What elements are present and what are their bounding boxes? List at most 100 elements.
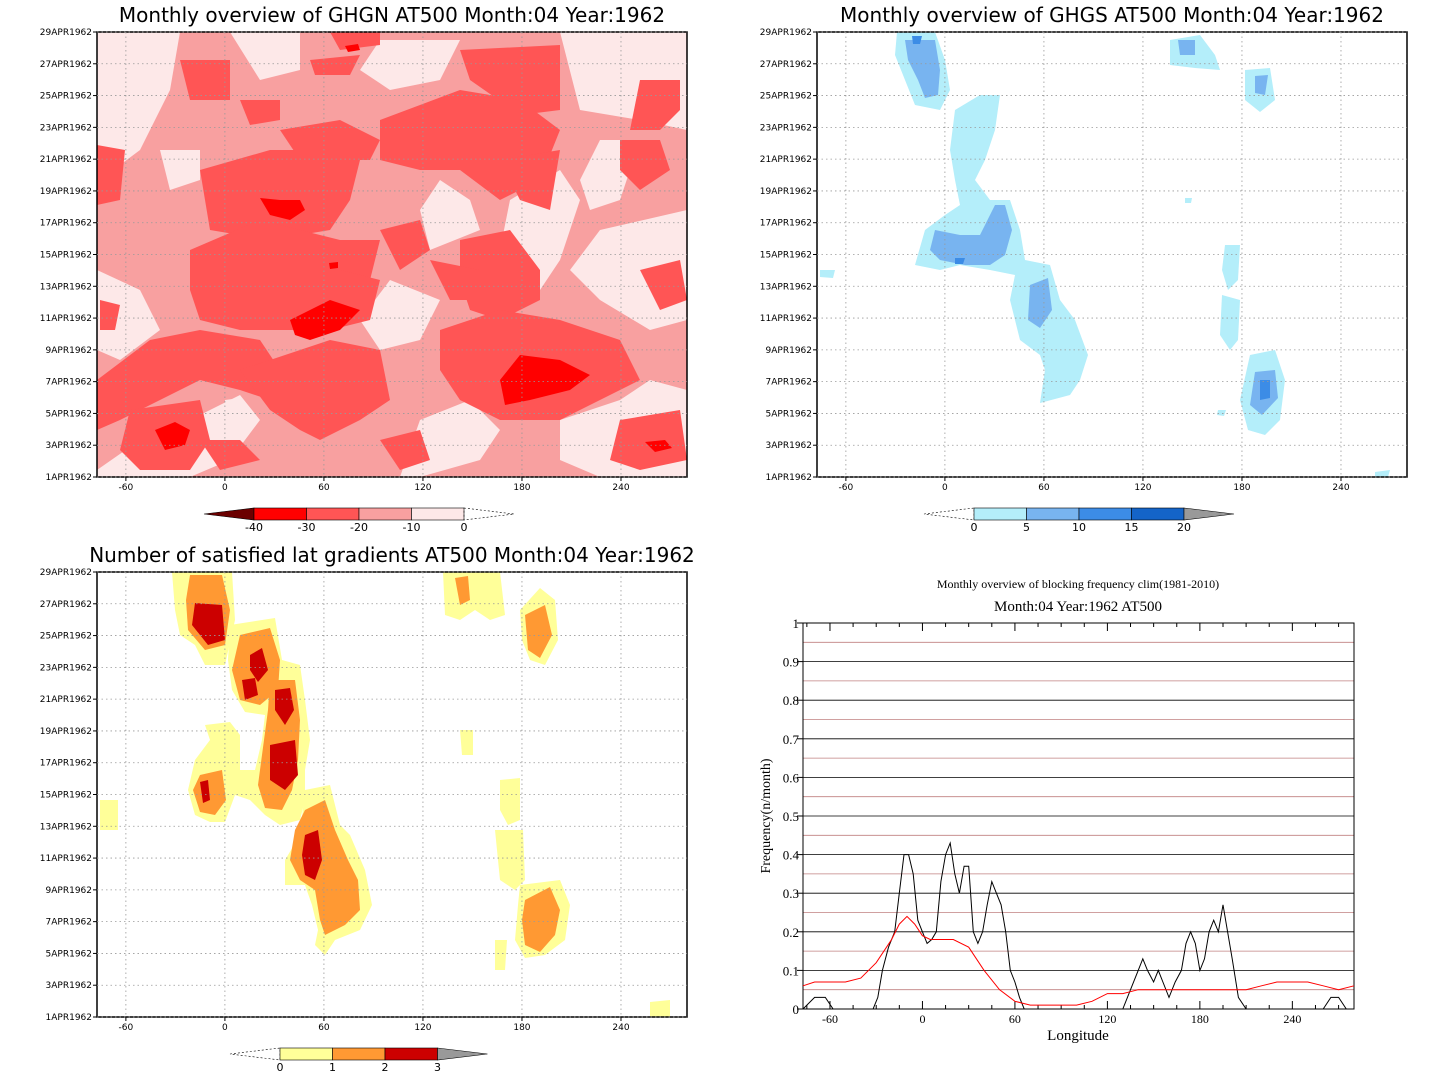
lat-colorbar-label: 3 (434, 1061, 441, 1074)
ghgs-field (817, 32, 1407, 477)
ghgn-x-tick-label: 0 (222, 483, 228, 493)
ghgn-colorbar-label: -20 (350, 521, 368, 534)
ghgn-x-tick-label: 120 (414, 483, 431, 493)
ghgn-y-tick-label: 13APR1962 (40, 282, 92, 292)
ghgn-y-tick-label: 19APR1962 (40, 187, 92, 197)
ghgs-y-tick-label: 1APR1962 (766, 473, 812, 483)
lat-y-tick-label: 25APR1962 (40, 632, 92, 642)
ghgn-colorbar-high-extend (463, 507, 515, 521)
lat-y-tick-label: 3APR1962 (46, 981, 92, 991)
ghgn-colorbar: -40 -30 -20 -10 0 (203, 507, 515, 534)
ghgn-colorbar-swatch (253, 507, 307, 521)
lat-x-tick-label: -60 (119, 1023, 134, 1033)
lat-y-tick-label: 21APR1962 (40, 695, 92, 705)
lat-x-tick-label: 60 (318, 1023, 330, 1033)
ghgs-colorbar-swatch (1078, 507, 1132, 521)
freq-series-line-black (802, 841, 1354, 1010)
ghgs-colorbar-label: 10 (1072, 521, 1086, 534)
ghgs-y-tick-label: 27APR1962 (760, 60, 812, 70)
freq-y-tick-label: 0.9 (783, 655, 799, 670)
lat-y-tick-label: 5APR1962 (46, 949, 92, 959)
freq-x-tick-label: 0 (919, 1012, 925, 1026)
ghgs-colorbar-low-extend (923, 507, 975, 521)
ghgs-x-tick-label: 0 (942, 483, 948, 493)
lat-y-tick-label: 11APR1962 (40, 854, 92, 864)
lat-x-axis: -60 0 60 120 180 240 (119, 1017, 630, 1033)
freq-axes: 0 0.1 0.2 0.3 0.4 0.5 0.6 0.7 0.8 0.9 1 -60 0 60 120 18… (783, 616, 1340, 1026)
ghgn-colorbar-swatch (306, 507, 360, 521)
ghgn-colorbar-swatch (358, 507, 412, 521)
freq-ylabel: Frequency(n/month) (759, 758, 774, 873)
lat-x-tick-label: 180 (513, 1023, 530, 1033)
ghgn-colorbar-label: -30 (298, 521, 316, 534)
ghgs-x-tick-label: 60 (1038, 483, 1050, 493)
ghgn-gridlines (97, 31, 687, 478)
ghgs-colorbar-swatch (973, 507, 1027, 521)
freq-y-tick-label: 0.8 (783, 693, 799, 708)
ghgn-x-tick-label: 240 (612, 483, 629, 493)
ghgn-colorbar-label: -40 (245, 521, 263, 534)
ghgn-y-tick-label: 1APR1962 (46, 473, 92, 483)
ghgn-x-axis: -60 0 60 120 180 240 (119, 477, 630, 493)
ghgn-x-tick-label: 180 (513, 483, 530, 493)
ghgn-field (97, 32, 687, 477)
lat-y-tick-label: 19APR1962 (40, 727, 92, 737)
lat-y-tick-label: 9APR1962 (46, 886, 92, 896)
freq-y-tick-label: 0.3 (783, 886, 799, 901)
freq-series-line-red (802, 915, 1355, 1006)
lat-colorbar-swatch (384, 1047, 438, 1061)
ghgs-x-tick-label: -60 (839, 483, 854, 493)
freq-y-tick-label: 0.7 (783, 732, 800, 747)
ghgs-colorbar-label: 20 (1177, 521, 1191, 534)
lat-y-tick-label: 29APR1962 (40, 568, 92, 578)
ghgn-colorbar-swatch (411, 507, 465, 521)
lat-x-tick-label: 0 (222, 1023, 228, 1033)
ghgs-y-tick-label: 29APR1962 (760, 28, 812, 38)
lat-colorbar-label: 0 (277, 1061, 284, 1074)
lat-colorbar-label: 1 (329, 1061, 336, 1074)
lat-colorbar-swatch (279, 1047, 333, 1061)
ghgs-colorbar-high-extend (1183, 507, 1235, 521)
freq-x-tick-label: 120 (1098, 1012, 1116, 1026)
freq-y-tick-label: 1 (793, 616, 800, 631)
panel-lat-gradients: Number of satisfied lat gradients AT500 … (40, 543, 695, 1074)
ghgn-x-tick-label: -60 (119, 483, 134, 493)
ghgs-y-tick-label: 7APR1962 (766, 378, 812, 388)
ghgs-colorbar-label: 15 (1125, 521, 1139, 534)
lat-field (97, 572, 687, 1017)
ghgs-colorbar-label: 5 (1023, 521, 1030, 534)
lat-y-tick-label: 23APR1962 (40, 663, 92, 673)
lat-x-tick-label: 120 (414, 1023, 431, 1033)
freq-title: Monthly overview of blocking frequency c… (937, 577, 1219, 591)
freq-x-tick-label: 180 (1191, 1012, 1209, 1026)
panel-blocking-frequency: Monthly overview of blocking frequency c… (759, 577, 1355, 1044)
ghgs-colorbar-label: 0 (971, 521, 978, 534)
ghgs-x-tick-label: 240 (1332, 483, 1349, 493)
ghgs-y-tick-label: 9APR1962 (766, 346, 812, 356)
ghgs-title: Monthly overview of GHGS AT500 Month:04 … (840, 3, 1384, 27)
ghgn-y-tick-label: 5APR1962 (46, 409, 92, 419)
ghgs-colorbar-swatch (1026, 507, 1080, 521)
freq-y-tick-label: 0.1 (783, 963, 799, 978)
ghgs-y-tick-label: 3APR1962 (766, 441, 812, 451)
panel-ghgn: Monthly overview of GHGN AT500 Month:04 … (40, 3, 688, 534)
ghgs-y-tick-label: 25APR1962 (760, 92, 812, 102)
ghgn-y-tick-label: 23APR1962 (40, 123, 92, 133)
ghgs-y-tick-label: 11APR1962 (760, 314, 812, 324)
freq-y-tick-label: 0.6 (783, 770, 800, 785)
lat-colorbar-swatch (332, 1047, 386, 1061)
ghgs-y-tick-label: 15APR1962 (760, 251, 812, 261)
freq-subtitle: Month:04 Year:1962 AT500 (994, 599, 1162, 615)
ghgn-y-tick-label: 9APR1962 (46, 346, 92, 356)
ghgs-y-axis: 1APR1962 3APR1962 5APR1962 7APR1962 9APR1962… (760, 28, 817, 483)
lat-colorbar-label: 2 (382, 1061, 389, 1074)
ghgs-colorbar: 0 5 10 15 20 (923, 507, 1235, 534)
ghgn-colorbar-label: 0 (461, 521, 468, 534)
lat-y-tick-label: 13APR1962 (40, 822, 92, 832)
ghgs-x-axis: -60 0 60 120 180 240 (839, 477, 1350, 493)
ghgn-y-tick-label: 7APR1962 (46, 378, 92, 388)
freq-y-tick-label: 0.2 (783, 925, 799, 940)
freq-x-tick-label: -60 (822, 1012, 838, 1026)
lat-y-axis: 1APR1962 3APR1962 5APR1962 7APR1962 9APR1962… (40, 568, 97, 1023)
